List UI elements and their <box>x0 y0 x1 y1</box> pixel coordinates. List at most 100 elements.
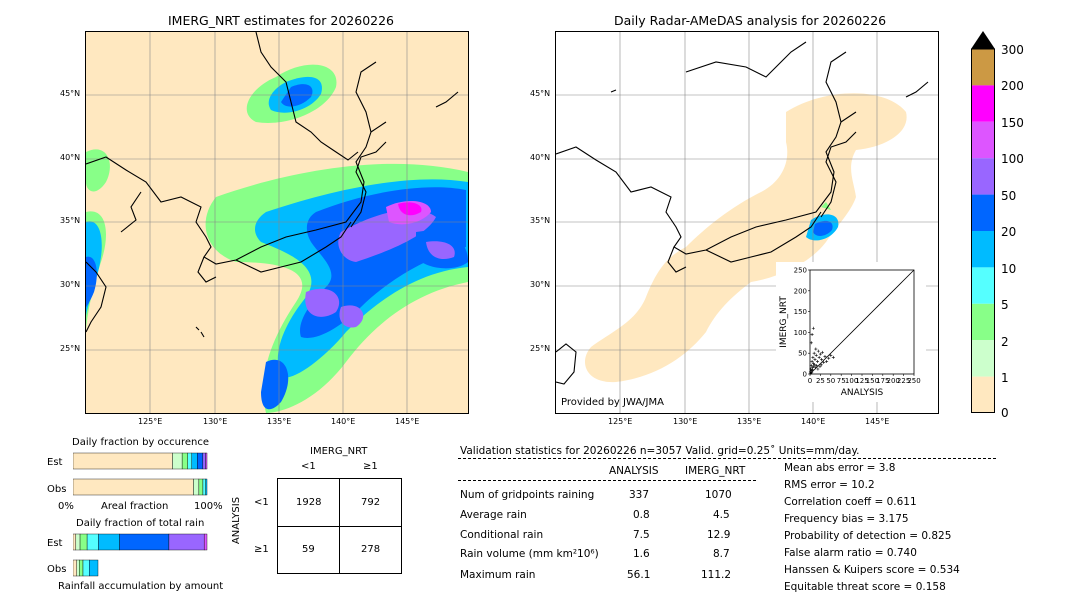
colorbar-segment <box>971 85 995 122</box>
scatter-point <box>809 367 813 371</box>
left-map <box>85 31 469 414</box>
colorbar-label: 5 <box>1001 298 1009 312</box>
occurrence-chart <box>72 450 209 498</box>
stat-imerg: 111.2 <box>701 569 732 581</box>
stat-imerg: 4.5 <box>713 509 730 521</box>
total-rain-chart <box>72 531 209 579</box>
scatter-xtick-label: 175 <box>876 377 889 385</box>
scatter-point <box>814 347 818 351</box>
est-segment <box>79 533 88 551</box>
validation-col-imerg: IMERG_NRT <box>685 465 746 477</box>
stat-imerg: 12.9 <box>707 529 731 541</box>
colorbar-label: 1 <box>1001 371 1009 385</box>
est-segment <box>187 452 193 470</box>
provider-credit: Provided by JWA/JMA <box>561 397 664 408</box>
total-rain-obs-label: Obs <box>47 564 67 575</box>
scatter-xtick-label: 150 <box>866 377 879 385</box>
scatter-point <box>809 341 813 345</box>
scatter-xtick-label: 100 <box>845 377 858 385</box>
score-line: RMS error = 10.2 <box>784 479 875 491</box>
scatter-xtick-label: 75 <box>837 377 846 385</box>
score-line: Mean abs error = 3.8 <box>784 462 896 474</box>
est-segment <box>191 452 198 470</box>
right-lat-tick: 40°N <box>530 153 551 162</box>
scatter-xtick-label: 50 <box>826 377 835 385</box>
stat-label: Maximum rain <box>460 569 536 581</box>
score-line: False alarm ratio = 0.740 <box>784 547 917 559</box>
colorbar-canvas <box>971 31 995 413</box>
occurrence-axis-right: 100% <box>194 501 223 512</box>
obs-segment <box>198 478 204 496</box>
contingency-row-lt1: <1 <box>254 497 269 508</box>
scatter-point <box>810 360 814 364</box>
left-lat-tick: 45°N <box>60 89 81 98</box>
left-lat-tick: 35°N <box>60 216 81 225</box>
colorbar-segment <box>971 121 995 159</box>
est-segment <box>168 533 205 551</box>
colorbar-segment <box>971 158 995 195</box>
est-segment <box>119 533 170 551</box>
scatter-xtick-label: 250 <box>907 377 920 385</box>
scatter-point <box>818 352 822 356</box>
left-lat-tick: 25°N <box>60 344 81 353</box>
right-lat-tick: 30°N <box>530 280 551 289</box>
scatter-point <box>816 349 820 353</box>
contingency-cell-c: 59 <box>302 544 315 555</box>
obs-segment <box>72 559 77 577</box>
colorbar-segment <box>971 340 995 377</box>
right-lon-tick: 145°E <box>865 417 890 426</box>
left-lon-tick: 135°E <box>267 417 292 426</box>
radar-precip <box>806 202 839 241</box>
scatter-point <box>820 350 824 354</box>
validation-divider <box>458 458 996 459</box>
left-lon-tick: 140°E <box>331 417 356 426</box>
occurrence-axis-left: 0% <box>58 501 74 512</box>
right-lat-tick: 45°N <box>530 89 551 98</box>
colorbar-segment <box>971 231 995 268</box>
scatter-point <box>831 355 835 359</box>
est-segment <box>98 533 120 551</box>
scatter-point <box>810 368 814 372</box>
contingency-row-ge1: ≥1 <box>254 544 269 555</box>
scatter-point <box>811 355 815 359</box>
scatter-point <box>811 326 815 330</box>
score-line: Equitable threat score = 0.158 <box>784 581 946 593</box>
right-coastlines <box>556 41 929 385</box>
colorbar <box>971 31 995 413</box>
precip-field <box>86 64 468 413</box>
scatter-point <box>823 355 827 359</box>
scatter-point <box>813 363 817 367</box>
stat-label: Average rain <box>460 509 527 521</box>
est-segment <box>203 533 208 551</box>
scatter-point <box>813 357 817 361</box>
contingency-row-axis: ANALYSIS <box>231 496 243 545</box>
score-line: Hanssen & Kuipers score = 0.534 <box>784 564 960 576</box>
est-segment <box>72 533 77 551</box>
colorbar-label: 50 <box>1001 189 1017 203</box>
scatter-inset: 0 25 50 75 100 125 150 175 200 225 250 0 50 100 150 200… <box>776 262 926 402</box>
scatter-point <box>829 353 833 357</box>
contingency-cell-d: 278 <box>361 544 381 555</box>
scatter-point <box>822 360 826 364</box>
scatter-point <box>818 365 822 369</box>
right-map-canvas <box>556 32 938 413</box>
contingency-cell-a: 1928 <box>296 497 322 508</box>
stat-analysis: 7.5 <box>633 529 650 541</box>
scatter-point <box>813 366 817 370</box>
scatter-xlabel: ANALYSIS <box>841 388 884 398</box>
colorbar-label: 20 <box>1001 225 1017 239</box>
colorbar-label: 150 <box>1001 116 1024 130</box>
contingency-cell-b: 792 <box>361 497 381 508</box>
right-lon-tick: 135°E <box>737 417 762 426</box>
scatter-plot: 0 25 50 75 100125150175200225250050100150200… <box>779 267 921 399</box>
scatter-point <box>810 371 814 375</box>
left-lon-tick: 145°E <box>395 417 420 426</box>
occurrence-title: Daily fraction by occurence <box>72 437 210 448</box>
est-segment <box>75 533 81 551</box>
right-lat-tick: 35°N <box>530 216 551 225</box>
scatter-point <box>819 363 823 367</box>
est-segment <box>197 452 204 470</box>
est-segment <box>181 452 188 470</box>
scatter-point <box>815 360 819 364</box>
obs-segment <box>82 559 90 577</box>
